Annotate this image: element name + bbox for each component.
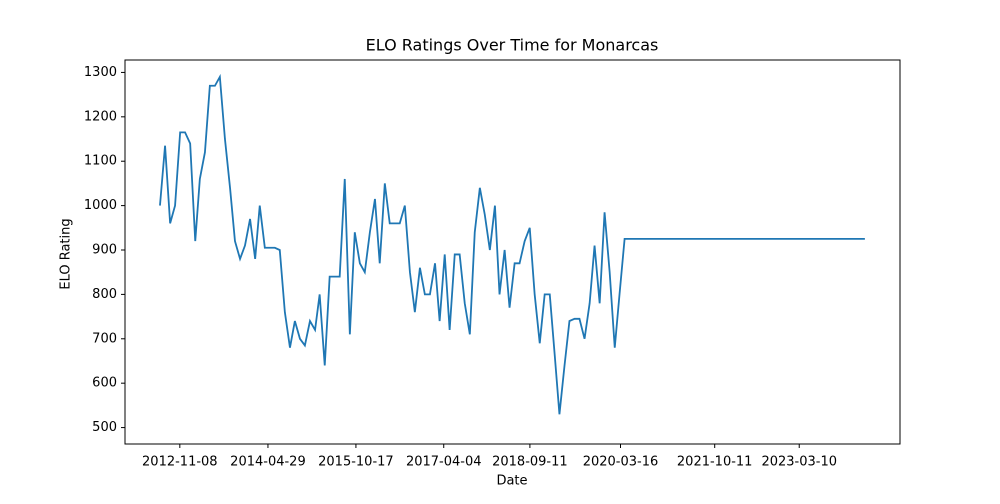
x-axis-label: Date: [496, 474, 527, 489]
x-tick-label: 2012-11-08: [142, 455, 218, 470]
y-tick-label: 900: [92, 243, 117, 258]
x-tick-label: 2021-10-11: [677, 455, 753, 470]
y-tick-label: 600: [92, 376, 117, 391]
x-tick-label: 2018-09-11: [492, 455, 568, 470]
y-tick-label: 1300: [84, 65, 117, 80]
y-tick-label: 1200: [84, 109, 117, 124]
x-tick-label: 2020-03-16: [583, 455, 659, 470]
plot-frame: [124, 59, 901, 445]
y-tick-label: 1100: [84, 154, 117, 169]
y-tick-label: 800: [92, 287, 117, 302]
data-line: [159, 73, 865, 415]
chart-title: ELO Ratings Over Time for Monarcas: [366, 36, 659, 55]
x-tick-label: 2014-04-29: [230, 455, 306, 470]
y-tick-label: 500: [92, 420, 117, 435]
x-tick-label: 2023-03-10: [761, 455, 837, 470]
x-tick-label: 2017-04-04: [406, 455, 482, 470]
x-tick-label: 2015-10-17: [318, 455, 394, 470]
y-axis-label: ELO Rating: [59, 218, 74, 289]
y-tick-label: 700: [92, 331, 117, 346]
y-tick-label: 1000: [84, 198, 117, 213]
